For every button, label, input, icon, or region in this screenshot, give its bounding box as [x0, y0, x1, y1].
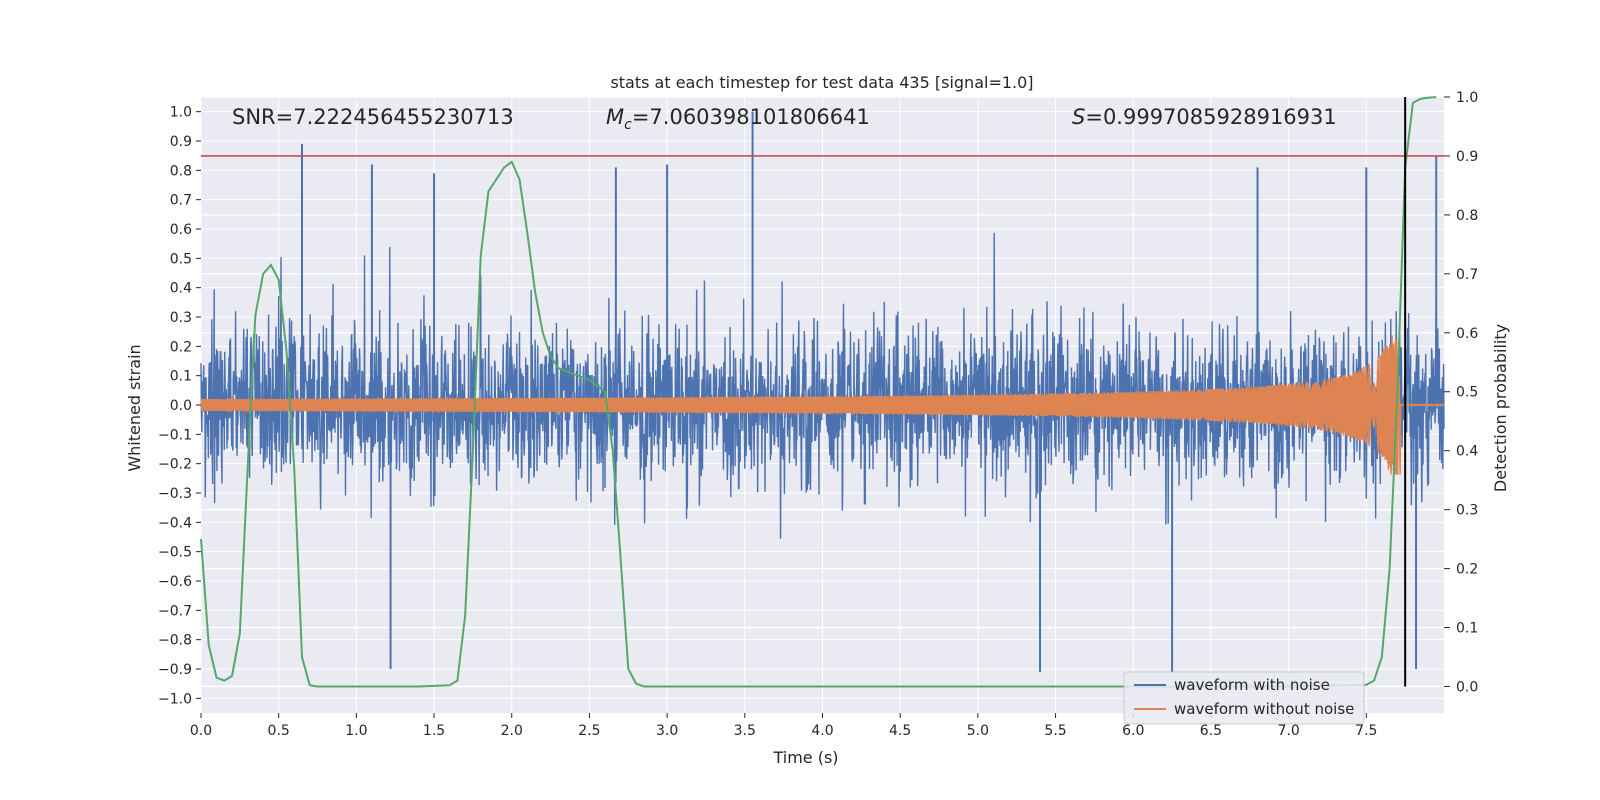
y-tick-label: 0.5 — [170, 251, 192, 267]
y2-axis-label: Detection probability — [1491, 324, 1510, 492]
s-value: =0.9997085928916931 — [1085, 105, 1336, 129]
x-tick-label: 2.0 — [501, 723, 523, 739]
x-tick-label: 4.0 — [811, 723, 833, 739]
x-tick-label: 5.0 — [967, 723, 989, 739]
y2-tick-label: 0.1 — [1456, 621, 1478, 637]
series-waveform-with-noise — [200, 111, 1445, 672]
x-tick-label: 7.5 — [1355, 723, 1377, 739]
x-tick-label: 0.5 — [268, 723, 290, 739]
y2-tick-label: 0.8 — [1456, 208, 1478, 224]
mc-value: =7.060398101806641 — [632, 105, 870, 129]
mc-subscript: c — [624, 117, 632, 133]
x-tick-label: 5.5 — [1044, 723, 1066, 739]
series-waveform-without-noise — [200, 335, 1445, 475]
chirp-mass-annotation: Mc=7.060398101806641 — [606, 105, 870, 133]
y2-tick-label: 0.4 — [1456, 444, 1478, 460]
chart-title: stats at each timestep for test data 435… — [610, 73, 1033, 92]
x-tick-label: 4.5 — [889, 723, 911, 739]
legend: waveform with noise waveform without noi… — [1123, 671, 1365, 725]
y-tick-label: −0.1 — [158, 427, 192, 443]
legend-label-noise: waveform with noise — [1174, 676, 1330, 694]
x-tick-label: 2.5 — [578, 723, 600, 739]
x-tick-label: 6.0 — [1122, 723, 1144, 739]
y-tick-label: 0.8 — [170, 163, 192, 179]
y-tick-label: 0.9 — [170, 134, 192, 150]
clean-waveform-line — [200, 335, 1445, 475]
y-tick-label: −0.6 — [158, 574, 192, 590]
x-tick-label: 3.0 — [656, 723, 678, 739]
s-annotation: S=0.9997085928916931 — [1072, 105, 1337, 129]
s-symbol: S — [1072, 105, 1085, 129]
y-tick-label: 0.7 — [170, 193, 192, 209]
x-axis-label: Time (s) — [772, 748, 838, 767]
x-tick-label: 6.5 — [1200, 723, 1222, 739]
y-tick-label: 0.3 — [170, 310, 192, 326]
y2-axis-ticks: 1.0 0.9 0.8 0.7 0.6 0.5 0.4 0.3 0.2 0.1 0.0 — [1444, 90, 1478, 695]
y-tick-label: −0.9 — [158, 662, 192, 678]
y2-tick-label: 0.6 — [1456, 326, 1478, 342]
y-axis-label: Whitened strain — [125, 344, 144, 471]
y-axis-ticks: 1.0 0.9 0.8 0.7 0.6 0.5 0.4 0.3 0.2 0.1 0.0 −0.1 −0.… — [158, 105, 201, 707]
y-tick-label: 0.6 — [170, 222, 192, 238]
reference-lines — [201, 97, 1444, 687]
mc-symbol: M — [606, 105, 624, 129]
y2-tick-label: 0.9 — [1456, 149, 1478, 165]
y2-tick-label: 0.5 — [1456, 385, 1478, 401]
y-tick-label: −0.3 — [158, 486, 192, 502]
y-tick-label: 0.2 — [170, 339, 192, 355]
x-tick-label: 3.5 — [734, 723, 756, 739]
y-tick-label: −1.0 — [158, 691, 192, 707]
y-tick-label: −0.2 — [158, 457, 192, 473]
y-tick-label: 1.0 — [170, 105, 192, 121]
y-tick-label: 0.0 — [170, 398, 192, 414]
x-tick-label: 1.5 — [423, 723, 445, 739]
noise-waveform-line — [200, 232, 1445, 539]
y2-tick-label: 0.7 — [1456, 267, 1478, 283]
x-tick-label: 1.0 — [345, 723, 367, 739]
y-tick-label: 0.4 — [170, 281, 192, 297]
legend-box — [1123, 671, 1365, 725]
x-axis-ticks: 0.0 0.5 1.0 1.5 2.0 2.5 3.0 3.5 4.0 4.5 5.0 5.5 6.0 6… — [190, 713, 1377, 739]
y-tick-label: −0.4 — [158, 515, 192, 531]
x-tick-label: 0.0 — [190, 723, 212, 739]
y2-tick-label: 0.3 — [1456, 503, 1478, 519]
snr-annotation: SNR=7.222456455230713 — [232, 105, 514, 129]
y2-tick-label: 0.0 — [1456, 679, 1478, 695]
legend-label-clean: waveform without noise — [1174, 700, 1354, 718]
y-tick-label: −0.7 — [158, 603, 192, 619]
y-tick-label: −0.5 — [158, 545, 192, 561]
y-tick-label: 0.1 — [170, 369, 192, 385]
x-tick-label: 7.0 — [1277, 723, 1299, 739]
y2-tick-label: 0.2 — [1456, 562, 1478, 578]
y2-tick-label: 1.0 — [1456, 90, 1478, 106]
y-tick-label: −0.8 — [158, 633, 192, 649]
